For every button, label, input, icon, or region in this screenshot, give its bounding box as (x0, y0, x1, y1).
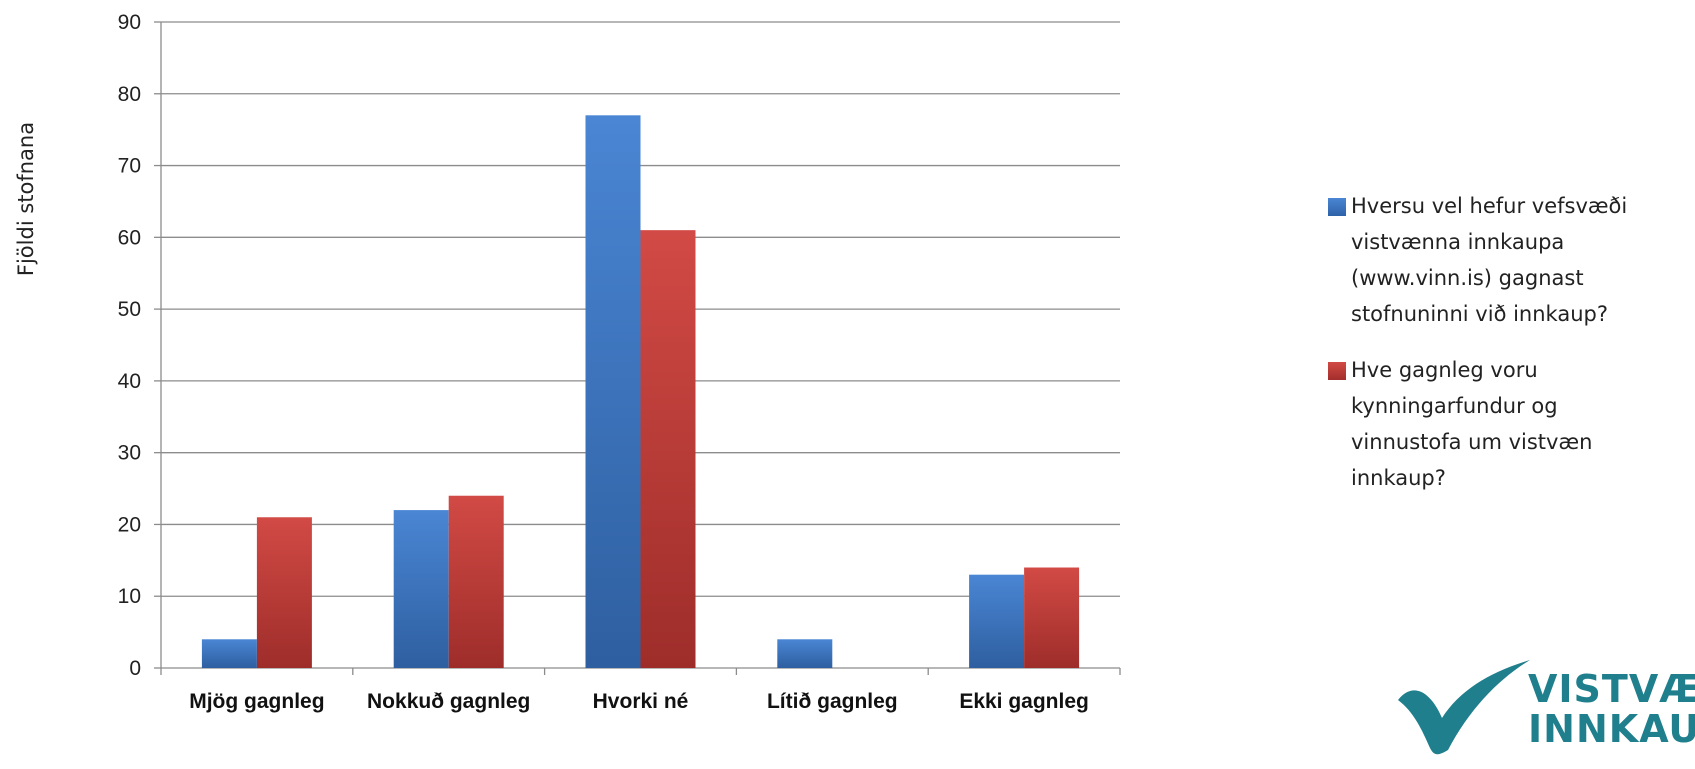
bar-series-2-2 (640, 230, 696, 668)
logo-text-line2: INNKAU (1528, 707, 1695, 751)
y-tick-label: 60 (118, 226, 141, 249)
y-tick-labels: 0 10 20 30 40 50 60 70 80 90 (118, 11, 141, 680)
legend-label: Hversu vel hefur vefsvæði vistvænna innk… (1351, 194, 1628, 326)
bar-chart: 0 10 20 30 40 50 60 70 80 90 Mjög gagnleg Nokkuð g… (14, 11, 1121, 713)
legend-swatch-red (1328, 362, 1346, 380)
x-category-label: Ekki gagnleg (959, 690, 1089, 713)
bar-series-2-0 (256, 517, 312, 668)
x-category-labels: Mjög gagnleg Nokkuð gagnleg Hvorki né Lítið… (189, 690, 1089, 713)
y-tick-label: 40 (118, 370, 141, 393)
y-tick-label: 80 (118, 83, 141, 106)
vistvaen-innkaup-logo: VISTVÆ INNKAU (1398, 660, 1695, 755)
checkmark-icon (1398, 660, 1530, 755)
y-tick-label: 50 (118, 298, 141, 321)
bar-series-1-4 (969, 574, 1025, 668)
x-category-label: Mjög gagnleg (189, 690, 324, 713)
x-category-label: Nokkuð gagnleg (367, 690, 530, 713)
legend-swatch-blue (1328, 198, 1346, 216)
y-tick-label: 0 (129, 657, 141, 680)
x-category-label: Lítið gagnleg (767, 690, 898, 713)
legend-label: Hve gagnleg voru kynningarfundur og vinn… (1351, 358, 1593, 490)
bar-series-1-0 (201, 639, 257, 668)
legend: Hversu vel hefur vefsvæði vistvænna innk… (1325, 188, 1655, 516)
legend-item-series-2: Hve gagnleg voru kynningarfundur og vinn… (1325, 352, 1655, 496)
bars (201, 115, 1080, 669)
y-tick-label: 30 (118, 442, 141, 465)
y-tick-label: 10 (118, 585, 141, 608)
bar-series-1-1 (393, 510, 449, 668)
y-tick-label: 20 (118, 513, 141, 536)
legend-item-series-1: Hversu vel hefur vefsvæði vistvænna innk… (1325, 188, 1655, 332)
logo-text-line1: VISTVÆ (1528, 667, 1695, 711)
bar-series-2-4 (1024, 567, 1080, 668)
x-category-label: Hvorki né (593, 690, 689, 713)
y-tick-label: 70 (118, 155, 141, 178)
y-tick-label: 90 (118, 11, 141, 34)
bar-series-1-2 (585, 115, 641, 669)
bar-series-2-1 (448, 495, 504, 668)
bar-series-1-3 (777, 639, 833, 668)
y-axis-label: Fjöldi stofnana (14, 122, 38, 276)
